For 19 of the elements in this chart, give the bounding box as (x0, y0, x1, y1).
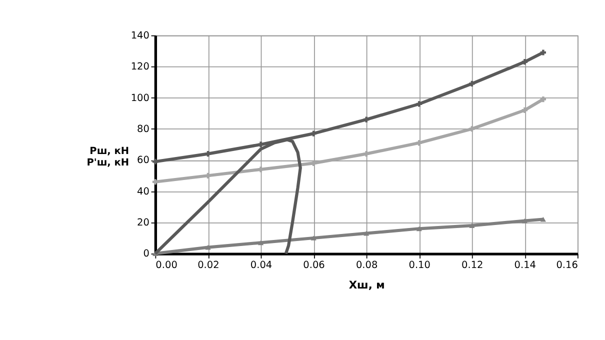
y-axis-title: Рш, кН Р'ш, кН (86, 146, 130, 168)
y-tick-label: 80 (137, 124, 150, 135)
x-tick-label: 0.14 (514, 260, 536, 272)
x-tick-label: 0.08 (356, 260, 378, 272)
x-tick-label: 0.02 (198, 260, 220, 272)
x-tick-label: 0.12 (462, 260, 484, 272)
x-axis-title: Хш, м (348, 278, 385, 292)
y-tick-label: 120 (130, 62, 150, 73)
y-tick-label: 100 (130, 92, 150, 104)
y-tick-label: 140 (130, 30, 150, 42)
x-tick-label: 0.00 (156, 260, 178, 272)
y-tick-label: 60 (137, 155, 150, 166)
x-tick-label: 0.16 (556, 260, 578, 272)
y-tick-label: 40 (137, 186, 150, 198)
y-tick-label: 20 (137, 218, 150, 229)
x-tick-label: 0.06 (303, 260, 325, 272)
x-tick-label: 0.04 (250, 260, 272, 272)
x-tick-label: 0.10 (408, 260, 430, 272)
y-tick-label: 0 (143, 248, 150, 260)
